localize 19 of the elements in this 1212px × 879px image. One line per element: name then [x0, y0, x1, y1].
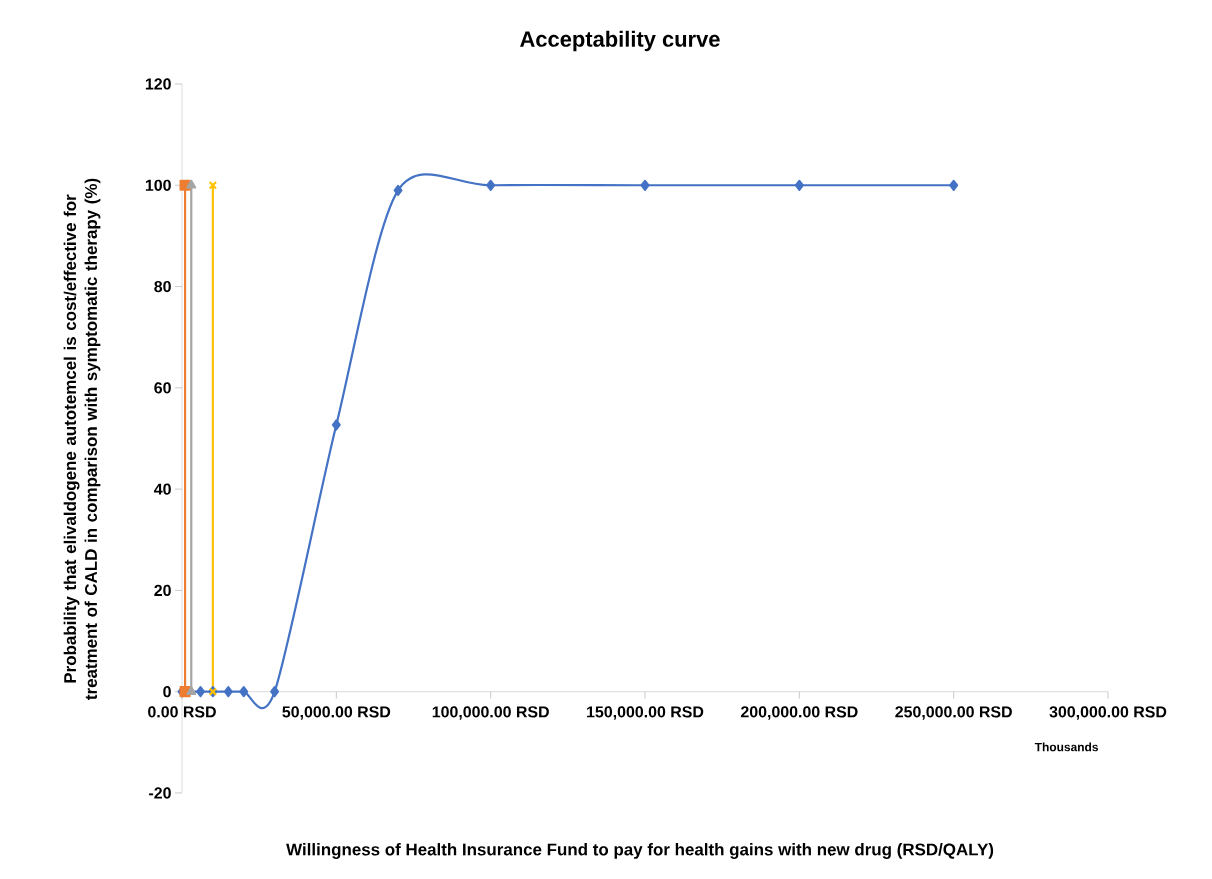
annotation: Thousands	[1034, 742, 1098, 752]
x-tick-label: 50,000.00 RSD	[282, 706, 391, 720]
y-tick-label: 0	[163, 686, 171, 698]
y-tick-label: 20	[154, 584, 171, 597]
x-tick-label: 100,000.00 RSD	[432, 706, 549, 720]
y-tick-label: 40	[153, 483, 171, 495]
x-tick-label: 0.00 RSD	[148, 706, 216, 718]
y-tick-label: -20	[149, 787, 171, 799]
y-tick-label: 100	[145, 179, 171, 191]
x-tick-label: 200,000.00 RSD	[740, 706, 858, 720]
x-axis-title: Willingness of Health Insurance Fund to pay for health gains with new drug (RSD/QALY)	[286, 843, 994, 859]
y-tick-label: 60	[154, 382, 171, 394]
y-tick-label: 120	[145, 78, 171, 90]
x-tick-label: 300,000.00 RSD	[1049, 706, 1167, 720]
chart-title: Acceptability curve	[520, 30, 720, 52]
y-tick-label: 80	[154, 280, 171, 293]
y-axis-title: Probability that elivaldogene autotemcel is cost/effective for treatment of CALD in comparison with symptomatic therapy (%)	[63, 178, 101, 700]
x-tick-label: 150,000.00 RSD	[587, 706, 704, 720]
x-tick-label: 250,000.00 RSD	[895, 706, 1012, 720]
